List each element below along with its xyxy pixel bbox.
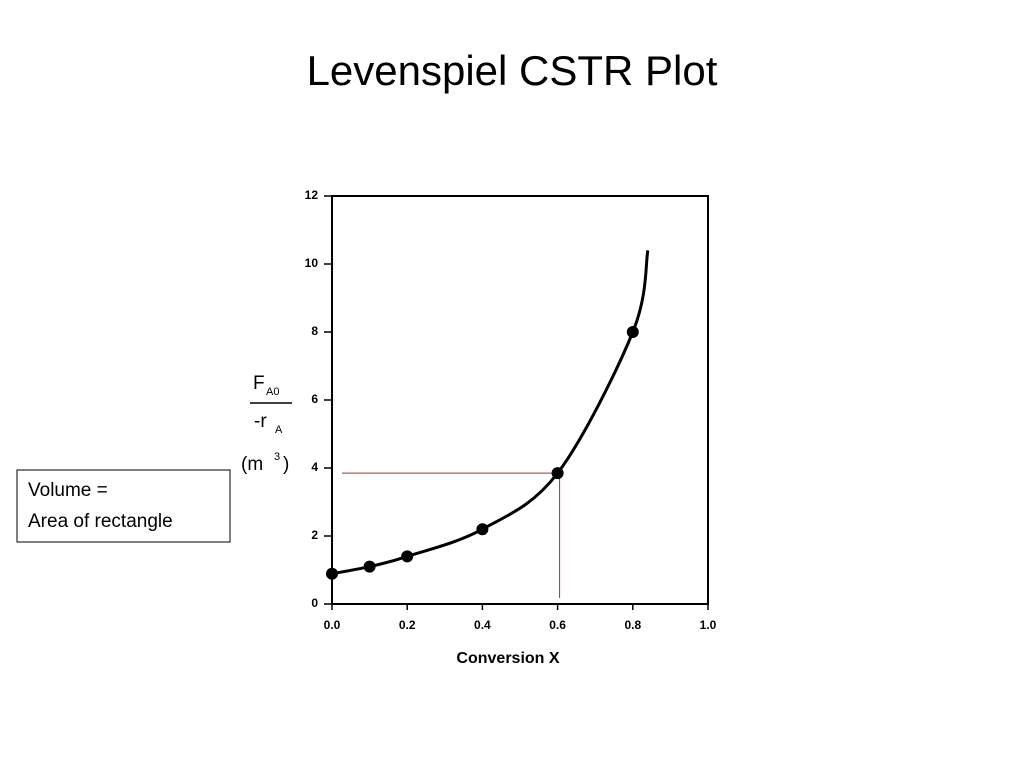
x-tick-label: 0.0 bbox=[324, 618, 341, 632]
y-tick-label: 10 bbox=[305, 256, 319, 270]
plot-frame bbox=[331, 195, 709, 605]
y-label-part: A0 bbox=[266, 386, 279, 398]
annotation-line: Area of rectangle bbox=[28, 511, 173, 532]
x-tick-label: 0.8 bbox=[624, 618, 641, 632]
y-tick-label: 6 bbox=[311, 392, 318, 406]
y-label-part: A bbox=[275, 424, 283, 436]
y-label-part: 3 bbox=[274, 451, 280, 463]
y-label-part: (m bbox=[241, 454, 263, 475]
y-axis-label: F A0 -r A (m 3 ) bbox=[241, 373, 292, 475]
y-tick-label: 12 bbox=[305, 188, 319, 202]
y-label-part: -r bbox=[254, 411, 267, 432]
fit-curve bbox=[331, 250, 650, 576]
x-axis-label: Conversion X bbox=[456, 650, 559, 667]
annotation-line: Volume = bbox=[28, 480, 108, 501]
x-tick-label: 0.2 bbox=[399, 618, 416, 632]
x-tick-label: 1.0 bbox=[700, 618, 717, 632]
y-label-part: ) bbox=[283, 454, 289, 475]
y-tick-label: 4 bbox=[311, 460, 318, 474]
y-tick-label: 0 bbox=[311, 596, 318, 610]
y-label-part: F bbox=[253, 373, 265, 394]
y-tick-label: 2 bbox=[311, 528, 318, 542]
x-tick-label: 0.4 bbox=[474, 618, 491, 632]
slide-title: Levenspiel CSTR Plot bbox=[307, 47, 718, 94]
x-tick-label: 0.6 bbox=[549, 618, 566, 632]
annotation-box bbox=[16, 469, 231, 543]
y-tick-label: 8 bbox=[311, 324, 318, 338]
